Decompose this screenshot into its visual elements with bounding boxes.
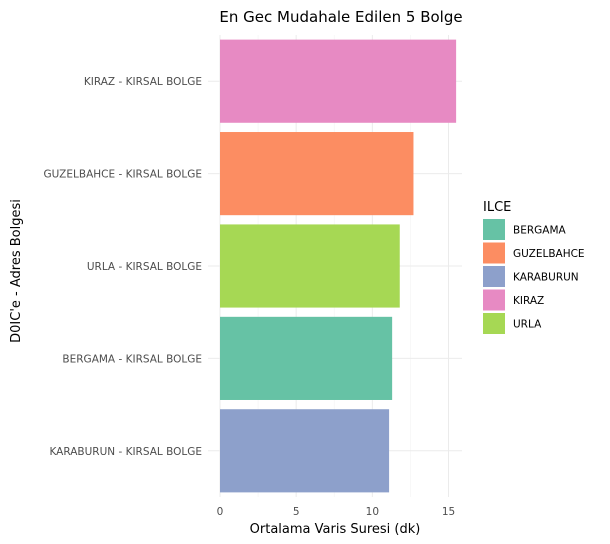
x-tick-labels: 0 5 10 15 — [217, 506, 456, 518]
legend-label: BERGAMA — [513, 225, 567, 237]
legend: ILCE BERGAMA GUZELBAHCE KARABURUN KIRAZ URLA — [483, 200, 585, 334]
chart-title: En Gec Mudahale Edilen 5 Bolge — [219, 8, 462, 26]
y-tick-label: BERGAMA - KIRSAL BOLGE — [62, 353, 202, 365]
x-tick-label: 5 — [293, 506, 300, 518]
bar-bergama — [220, 316, 393, 400]
x-tick-label: 10 — [366, 506, 379, 518]
legend-key-guzelbahce — [483, 242, 505, 264]
y-tick-label: GUZELBAHCE - KIRSAL BOLGE — [44, 169, 202, 181]
x-tick-label: 15 — [442, 506, 455, 518]
y-tick-label: URLA - KIRSAL BOLGE — [87, 261, 202, 273]
y-tick-label: KIRAZ - KIRSAL BOLGE — [84, 76, 202, 88]
legend-key-bergama — [483, 219, 505, 240]
legend-title: ILCE — [483, 200, 511, 215]
bar-guzelbahce — [220, 132, 414, 216]
x-axis-title: Ortalama Varis Suresi (dk) — [250, 522, 421, 537]
bars — [220, 39, 457, 493]
legend-label: KIRAZ — [513, 295, 544, 307]
legend-label: KARABURUN — [513, 272, 579, 284]
x-tick-label: 0 — [217, 506, 224, 518]
bar-karaburun — [220, 409, 390, 493]
bar-kiraz — [220, 39, 457, 123]
legend-key-karaburun — [483, 266, 505, 287]
legend-key-kiraz — [483, 289, 505, 311]
legend-key-urla — [483, 313, 505, 334]
legend-label: GUZELBAHCE — [513, 248, 585, 260]
y-tick-label: KARABURUN - KIRSAL BOLGE — [49, 446, 202, 458]
y-tick-labels: KIRAZ - KIRSAL BOLGE GUZELBAHCE - KIRSAL … — [44, 76, 202, 458]
bar-urla — [220, 224, 400, 308]
y-axis-title: D0IC'e - Adres Bolgesi — [9, 199, 24, 343]
legend-label: URLA — [513, 319, 542, 331]
